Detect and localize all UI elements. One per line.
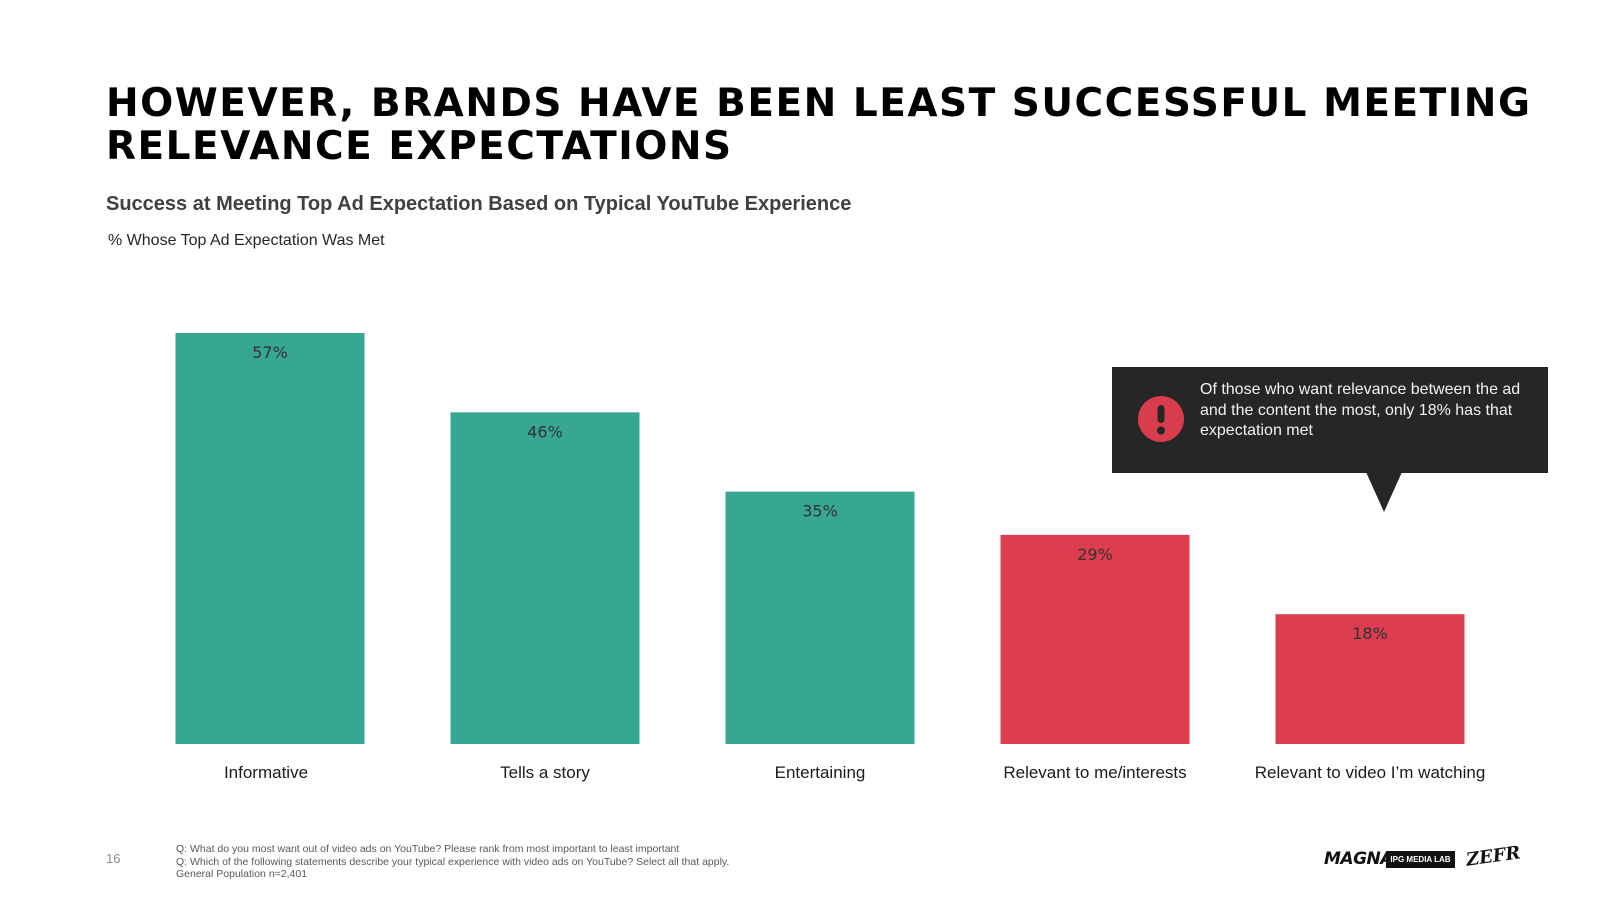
footnote: Q: Which of the following statements des… [176, 855, 730, 868]
category-label: Relevant to video I’m watching [1255, 763, 1486, 782]
bar-value-label: 46% [527, 422, 563, 441]
bar-2 [450, 412, 640, 744]
category-label: Informative [224, 763, 308, 782]
callout-box: Of those who want relevance between the … [1112, 367, 1548, 473]
ipg-media-lab-logo: IPG MEDIA LAB [1386, 851, 1455, 868]
bar-3 [725, 491, 915, 744]
slide-title: HOWEVER, BRANDS HAVE BEEN LEAST SUCCESSF… [106, 81, 1532, 169]
y-axis-label: % Whose Top Ad Expectation Was Met [108, 232, 385, 249]
category-label: Tells a story [500, 763, 590, 782]
footnotes: Q: What do you most want out of video ad… [176, 843, 729, 881]
chart-subtitle: Success at Meeting Top Ad Expectation Ba… [106, 193, 852, 215]
page-number: 16 [106, 851, 121, 866]
magna-logo: MAGNA [1324, 849, 1393, 869]
bar-chart: 57% Informative 46% Tells a story 35% Enterta… [175, 333, 1486, 782]
exclamation-icon [1138, 396, 1184, 442]
category-label: Entertaining [775, 763, 866, 782]
bar-4 [1000, 534, 1190, 744]
category-label: Relevant to me/interests [1003, 763, 1186, 782]
bar-value-label: 18% [1352, 624, 1388, 643]
callout-text: Of those who want relevance between the … [1200, 381, 1521, 439]
footnote: General Population n=2,401 [176, 868, 308, 880]
bar-value-label: 35% [802, 502, 838, 521]
footnote: Q: What do you most want out of video ad… [176, 843, 680, 855]
bar-5 [1275, 614, 1465, 744]
zefr-logo: ZEFR [1464, 842, 1522, 871]
bar-1 [175, 333, 365, 744]
callout-pointer [1366, 472, 1402, 512]
bar-value-label: 29% [1077, 545, 1113, 564]
bar-value-label: 57% [252, 343, 288, 362]
